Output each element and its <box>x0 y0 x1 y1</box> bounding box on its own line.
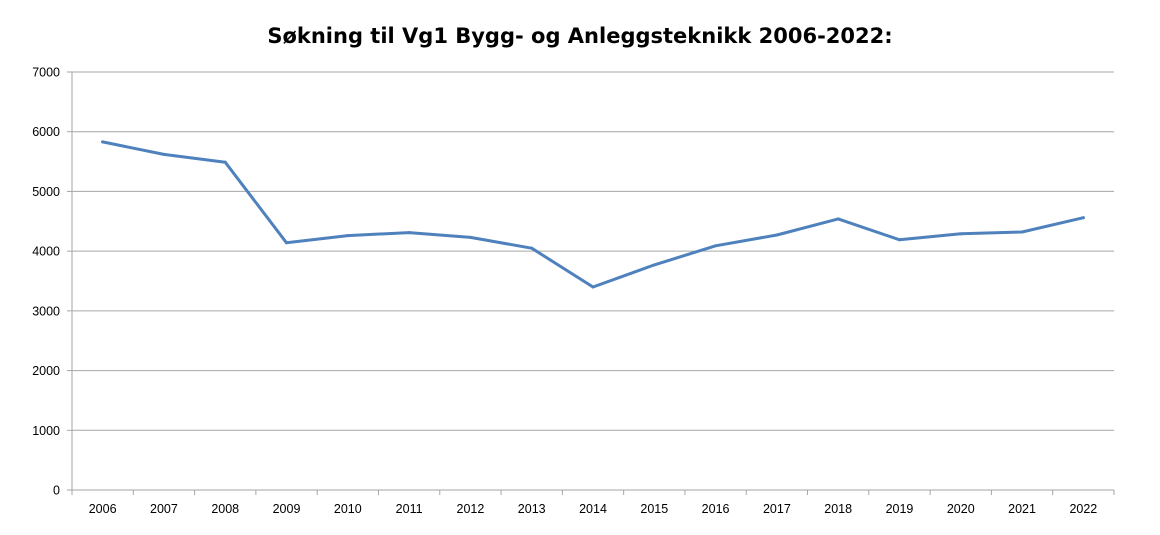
data-point-2017 <box>775 233 779 237</box>
y-tick-label: 4000 <box>32 245 60 259</box>
x-tick-label-2022: 2022 <box>1069 502 1097 516</box>
x-tick-label-2008: 2008 <box>211 502 239 516</box>
y-tick-label: 5000 <box>32 185 60 199</box>
gridlines <box>72 71 1114 431</box>
data-point-2014 <box>591 285 595 289</box>
x-axis-tick-labels: 2006 2007 2008 2009 2010 2011 2012 2013 2014 2015… <box>89 502 1098 516</box>
x-tick-label-2010: 2010 <box>334 502 362 516</box>
x-tick-label-2018: 2018 <box>824 502 852 516</box>
data-point-2021 <box>1020 230 1024 234</box>
axes <box>67 71 1115 495</box>
data-point-2015 <box>652 263 656 267</box>
data-point-2010 <box>346 234 350 238</box>
series-line-0 <box>101 140 1085 289</box>
x-tick-label-2021: 2021 <box>1008 502 1036 516</box>
x-tick-label-2016: 2016 <box>702 502 730 516</box>
data-point-2008 <box>223 160 227 164</box>
y-axis-tick-labels: 0 1000 2000 3000 4000 5000 6000 7000 <box>32 66 60 498</box>
data-point-2011 <box>407 231 411 235</box>
x-tick-label-2011: 2011 <box>396 502 423 516</box>
y-tick-label: 6000 <box>32 125 60 139</box>
x-tick-label-2019: 2019 <box>886 502 914 516</box>
data-point-2006 <box>101 140 105 144</box>
data-point-2007 <box>162 152 166 156</box>
data-point-2022 <box>1081 216 1085 220</box>
y-tick-label: 1000 <box>32 424 60 438</box>
y-tick-label: 2000 <box>32 364 60 378</box>
data-point-2012 <box>468 235 472 239</box>
x-tick-label-2006: 2006 <box>89 502 117 516</box>
x-tick-label-2020: 2020 <box>947 502 975 516</box>
data-point-2020 <box>959 232 963 236</box>
data-point-2013 <box>530 246 534 250</box>
x-tick-label-2007: 2007 <box>150 502 178 516</box>
data-point-2009 <box>285 241 289 245</box>
y-tick-label: 3000 <box>32 304 60 318</box>
series-layer <box>101 140 1085 289</box>
x-tick-label-2017: 2017 <box>763 502 791 516</box>
x-tick-label-2015: 2015 <box>640 502 668 516</box>
x-tick-label-2013: 2013 <box>518 502 546 516</box>
y-tick-label: 0 <box>53 484 60 498</box>
data-point-2018 <box>836 217 840 221</box>
x-tick-label-2014: 2014 <box>579 502 607 516</box>
data-point-2016 <box>714 244 718 248</box>
x-tick-label-2012: 2012 <box>457 502 485 516</box>
data-point-2019 <box>897 238 901 242</box>
y-tick-label: 7000 <box>32 66 60 80</box>
x-tick-label-2009: 2009 <box>273 502 301 516</box>
chart-title: Søkning til Vg1 Bygg- og Anleggsteknikk … <box>267 24 893 48</box>
